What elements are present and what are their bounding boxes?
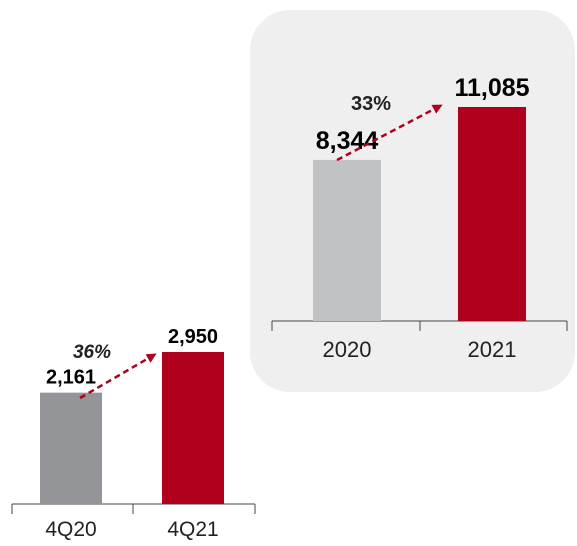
- annual-chart: 8,344 11,085 2020 2021 33%: [271, 74, 568, 362]
- category-label-4q20: 4Q20: [45, 518, 96, 541]
- bar-2021: [458, 107, 526, 321]
- value-label-2021: 11,085: [454, 74, 529, 102]
- value-label-2020: 8,344: [316, 127, 379, 155]
- quarterly-chart: 2,161 2,950 4Q20 4Q21 36%: [11, 326, 256, 541]
- value-label-4q20: 2,161: [46, 367, 96, 389]
- bar-4q21: [162, 352, 224, 504]
- category-label-2020: 2020: [323, 337, 372, 362]
- growth-arrow-quarterly: [79, 353, 157, 400]
- category-label-4q21: 4Q21: [167, 518, 218, 541]
- bar-4q20: [40, 392, 102, 504]
- category-label-2021: 2021: [468, 337, 517, 362]
- growth-label-annual: 33%: [351, 93, 391, 115]
- growth-label-quarterly: 36%: [73, 342, 111, 363]
- bar-2020: [313, 159, 381, 321]
- value-label-4q21: 2,950: [168, 326, 218, 348]
